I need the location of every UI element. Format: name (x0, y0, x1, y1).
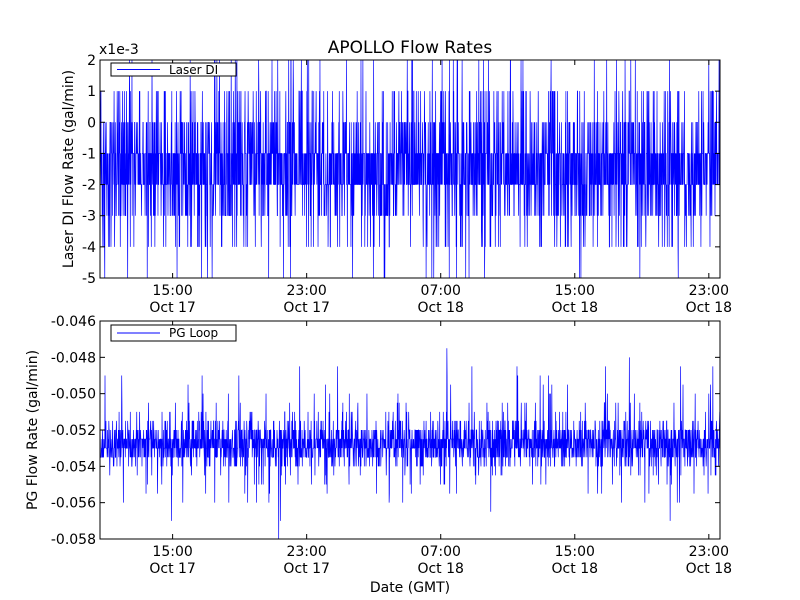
y-tick-label: -0.056 (51, 496, 96, 512)
y-tick-label: -0.050 (51, 387, 96, 403)
x-tick-label: 23:00 (286, 544, 326, 560)
top-y-ticks: -5 -4 -3 -2 -1 0 1 2 (82, 53, 720, 287)
bottom-legend: PG Loop (110, 324, 237, 342)
figure-title: APOLLO Flow Rates (328, 38, 493, 58)
x-tick-label: 07:00 (421, 544, 461, 560)
y-tick-label: 0 (87, 115, 96, 131)
y-tick-label: -0.058 (51, 532, 96, 548)
top-legend-label: Laser DI (169, 63, 218, 77)
bottom-y-axis-label: PG Flow Rate (gal/min) (25, 350, 41, 510)
x-tick-label: Oct 17 (283, 300, 329, 316)
top-offset-label: x1e-3 (99, 42, 139, 58)
y-tick-label: -0.048 (51, 350, 96, 366)
top-plot-frame (99, 59, 721, 279)
top-legend-box (110, 62, 237, 77)
x-tick-label: Oct 17 (283, 561, 329, 577)
bottom-series-line (100, 348, 720, 539)
series-line (100, 348, 720, 539)
x-tick-label: Oct 17 (149, 300, 195, 316)
x-tick-label: Oct 18 (686, 300, 732, 316)
y-tick-label: 1 (87, 84, 96, 100)
x-axis-label: Date (GMT) (370, 580, 450, 596)
x-tick-label: Oct 18 (417, 561, 463, 577)
top-y-axis-label: Laser DI Flow Rate (gal/min) (61, 70, 77, 268)
y-tick-label: -0.054 (51, 459, 96, 475)
y-tick-label: -0.046 (51, 314, 96, 330)
x-tick-label: 23:00 (689, 544, 729, 560)
x-tick-label: Oct 18 (552, 300, 598, 316)
x-tick-label: 23:00 (286, 283, 326, 299)
x-tick-label: Oct 17 (149, 561, 195, 577)
x-tick-label: 15:00 (555, 283, 595, 299)
x-tick-label: 23:00 (689, 283, 729, 299)
y-tick-label: -4 (82, 240, 96, 256)
y-tick-label: -2 (82, 178, 96, 194)
x-tick-label: 07:00 (421, 283, 461, 299)
bottom-panel: -0.058 -0.056 -0.054 -0.052 -0.050 -0.048 -0.0… (25, 314, 732, 577)
x-tick-label: 15:00 (152, 544, 192, 560)
bottom-y-ticks: -0.058 -0.056 -0.054 -0.052 -0.050 -0.048 -0.0… (51, 314, 720, 548)
top-series-line (100, 60, 720, 278)
x-tick-label: 15:00 (152, 283, 192, 299)
y-tick-label: 2 (87, 53, 96, 69)
x-tick-label: 15:00 (555, 544, 595, 560)
y-tick-label: -5 (82, 271, 96, 287)
x-tick-label: Oct 18 (552, 561, 598, 577)
x-tick-label: Oct 18 (686, 561, 732, 577)
x-tick-label: Oct 18 (417, 300, 463, 316)
top-legend: Laser DI (110, 62, 237, 77)
y-tick-label: -3 (82, 209, 96, 225)
y-tick-label: -0.052 (51, 423, 96, 439)
bottom-legend-box (110, 324, 237, 342)
y-tick-label: -1 (82, 146, 96, 162)
bottom-legend-label: PG Loop (169, 326, 218, 340)
series-line (100, 60, 720, 278)
